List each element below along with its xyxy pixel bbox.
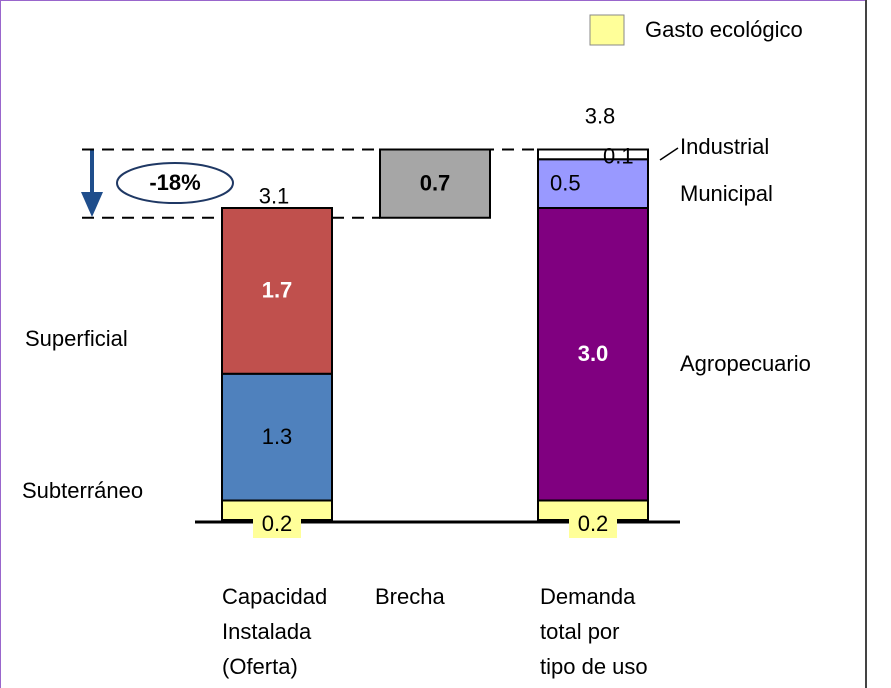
annotation-ellipse (116, 162, 234, 204)
series-label: Subterráneo (22, 478, 143, 503)
bar-segment (537, 207, 649, 502)
value-label: 1.3 (262, 424, 293, 449)
series-label: Municipal (680, 181, 773, 206)
arrow-head (81, 192, 103, 217)
bar-segment (537, 158, 649, 209)
leader (659, 147, 679, 161)
value-label: 1.7 (262, 278, 293, 303)
category-label: Brecha (375, 584, 445, 609)
gap-bar (379, 148, 491, 219)
legend-label: Gasto ecológico (645, 17, 803, 42)
category-label: Capacidad Instalada (Oferta) (222, 584, 328, 679)
bar-segment (221, 207, 333, 375)
series-label: Agropecuario (680, 351, 811, 376)
category-label: Demanda total por tipo de uso (540, 584, 648, 679)
series-label: Industrial (680, 134, 769, 159)
label-bg (253, 512, 301, 538)
series-label: Superficial (25, 326, 128, 351)
value-label: 0.1 (603, 143, 634, 168)
legend-swatch (589, 14, 625, 46)
value-label: 0.5 (550, 170, 581, 195)
gap-label: 0.7 (420, 170, 451, 195)
bar-segment (537, 148, 649, 161)
value-label: 3.0 (578, 341, 609, 366)
value-label: 0.2 (262, 511, 293, 536)
value-label: 0.2 (578, 511, 609, 536)
total-label: 3.1 (259, 184, 290, 209)
total-label: 3.8 (585, 103, 616, 128)
annotation: -18% (149, 170, 200, 195)
label-bg (569, 512, 617, 538)
